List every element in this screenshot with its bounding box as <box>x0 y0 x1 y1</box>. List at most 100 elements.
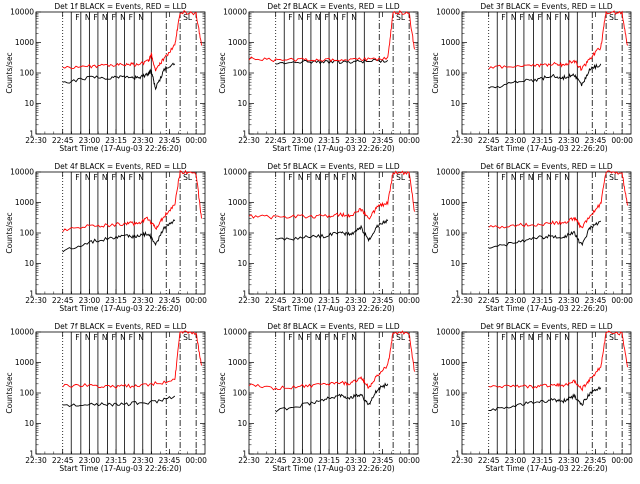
x-axis-label: Start Time (17-Aug-03 22:26:20) <box>485 144 607 153</box>
series-lld <box>248 170 415 220</box>
series-line-events <box>62 62 176 91</box>
flag-annotation: F <box>306 173 310 182</box>
x-axis-label: Start Time (17-Aug-03 22:26:20) <box>59 464 181 473</box>
series-lld <box>248 10 415 63</box>
x-tick-label: 23:30 <box>345 296 367 305</box>
y-tick-label: 10 <box>450 419 460 428</box>
series-line-lld <box>62 330 202 389</box>
series-line-events <box>62 395 176 408</box>
x-tick-label: 22:30 <box>451 296 473 305</box>
flag-annotation: N <box>315 13 321 22</box>
y-axis-label: Counts/sec <box>5 212 14 253</box>
series-lld <box>62 169 202 233</box>
y-tick-label: 1000 <box>228 198 247 207</box>
plot-frame <box>461 11 632 135</box>
series-events <box>488 63 602 89</box>
x-tick-label: 23:00 <box>292 456 314 465</box>
y-axis-label: Counts/sec <box>218 52 227 93</box>
chart-title: Det 4f BLACK = Events, RED = LLD <box>54 162 187 171</box>
flag-annotation: F <box>306 333 310 342</box>
x-axis-label: Start Time (17-Aug-03 22:26:20) <box>59 144 181 153</box>
chart-det-1: Det 1f BLACK = Events, RED = LLD 1 10 100 10… <box>5 2 207 153</box>
chart-title: Det 2f BLACK = Events, RED = LLD <box>267 2 400 11</box>
y-tick-label: 100 <box>233 389 248 398</box>
flag-annotation: N <box>85 13 91 22</box>
flag-annotation: F <box>288 13 292 22</box>
flag-annotation: N <box>138 173 144 182</box>
x-tick-label: 00:00 <box>185 136 207 145</box>
x-tick-label: 23:00 <box>79 456 101 465</box>
y-tick-label: 1000 <box>15 198 34 207</box>
x-tick-label: 23:00 <box>505 456 527 465</box>
flag-annotation: F <box>342 333 346 342</box>
x-tick-label: 23:45 <box>585 296 607 305</box>
chart-det-3: Det 3f BLACK = Events, RED = LLD 1 10 100 10… <box>431 2 633 153</box>
flag-annotation: N <box>120 13 126 22</box>
x-tick-label: 23:00 <box>79 296 101 305</box>
flag-annotation: F <box>538 13 542 22</box>
flag-annotation: F <box>112 13 116 22</box>
flag-annotation: F <box>129 333 133 342</box>
y-tick-label: 1 <box>455 450 460 459</box>
flag-annotation: F <box>75 333 79 342</box>
x-tick-label: 22:45 <box>52 296 74 305</box>
flag-annotation: N <box>102 13 108 22</box>
y-axis-label: Counts/sec <box>431 372 440 413</box>
x-tick-label: 23:15 <box>105 296 127 305</box>
y-tick-label: 100 <box>446 229 461 238</box>
flag-annotation: N <box>138 13 144 22</box>
y-axis-label: Counts/sec <box>218 372 227 413</box>
x-tick-label: 22:30 <box>25 136 47 145</box>
flag-annotation: F <box>93 173 97 182</box>
x-tick-label: 22:45 <box>478 136 500 145</box>
y-tick-label: 1000 <box>441 358 460 367</box>
x-tick-label: 22:30 <box>238 136 260 145</box>
y-tick-label: 1000 <box>228 358 247 367</box>
flag-annotation: SL <box>609 13 619 22</box>
flag-annotation: F <box>501 333 505 342</box>
flag-annotation: F <box>555 13 559 22</box>
x-tick-label: 22:30 <box>238 296 260 305</box>
flag-annotation: F <box>325 333 329 342</box>
flag-annotation: N <box>564 333 570 342</box>
chart-title: Det 9f BLACK = Events, RED = LLD <box>480 322 613 331</box>
chart-det-5: Det 5f BLACK = Events, RED = LLD 1 10 100 10… <box>218 162 420 313</box>
flag-annotation: F <box>555 333 559 342</box>
flag-annotation: N <box>511 333 517 342</box>
x-tick-label: 23:00 <box>292 296 314 305</box>
y-tick-label: 100 <box>20 229 35 238</box>
flag-annotation: N <box>351 13 357 22</box>
flag-annotation: F <box>519 173 523 182</box>
plot-frame <box>35 11 206 135</box>
x-tick-label: 23:15 <box>531 456 553 465</box>
x-tick-label: 23:30 <box>558 456 580 465</box>
panel-det-7: Det 7f BLACK = Events, RED = LLD 1 10 100 10… <box>0 320 213 480</box>
flag-annotation: F <box>288 173 292 182</box>
y-tick-label: 10000 <box>223 328 247 337</box>
flag-annotation: N <box>564 173 570 182</box>
series-line-lld <box>62 9 202 72</box>
panel-det-4: Det 4f BLACK = Events, RED = LLD 1 10 100 10… <box>0 160 213 320</box>
flag-annotation: F <box>288 333 292 342</box>
flag-annotation: N <box>333 173 339 182</box>
x-tick-label: 23:45 <box>372 136 394 145</box>
flag-annotation: N <box>85 173 91 182</box>
y-tick-label: 10 <box>237 99 247 108</box>
flag-annotation: SL <box>183 13 193 22</box>
y-tick-label: 10000 <box>10 168 34 177</box>
series-events <box>62 395 176 408</box>
x-tick-label: 23:00 <box>79 136 101 145</box>
x-axis-label: Start Time (17-Aug-03 22:26:20) <box>272 144 394 153</box>
flag-annotation: N <box>102 333 108 342</box>
flag-annotation: N <box>351 173 357 182</box>
x-axis-label: Start Time (17-Aug-03 22:26:20) <box>485 304 607 313</box>
flag-annotation: F <box>555 173 559 182</box>
y-tick-label: 1 <box>29 130 34 139</box>
series-line-events <box>488 63 602 89</box>
chart-title: Det 1f BLACK = Events, RED = LLD <box>54 2 187 11</box>
chart-title: Det 7f BLACK = Events, RED = LLD <box>54 322 187 331</box>
flag-annotation: F <box>93 13 97 22</box>
panel-det-6: Det 6f BLACK = Events, RED = LLD 1 10 100 10… <box>426 160 639 320</box>
flag-annotation: F <box>93 333 97 342</box>
